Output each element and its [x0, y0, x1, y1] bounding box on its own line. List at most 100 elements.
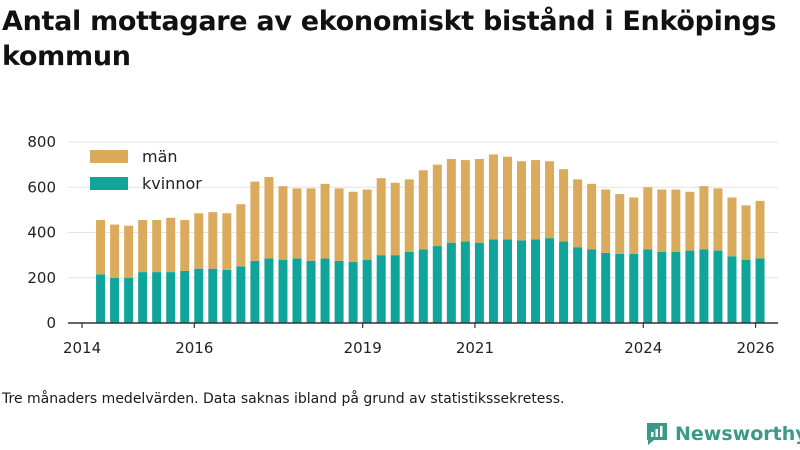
- bar-man: [96, 220, 106, 275]
- bar-man: [502, 156, 512, 240]
- bar-man: [418, 170, 428, 250]
- bar-kvinnor: [110, 277, 120, 323]
- bar-man: [236, 204, 246, 267]
- bar-man: [517, 161, 527, 241]
- bar-man: [376, 178, 386, 256]
- bar-man: [250, 181, 260, 261]
- bar-kvinnor: [404, 251, 414, 323]
- bar-kvinnor: [264, 258, 274, 323]
- bar-man: [446, 158, 456, 243]
- bar-man: [643, 187, 653, 250]
- bar-man: [124, 225, 134, 278]
- legend-label-men: män: [142, 147, 178, 166]
- bar-kvinnor: [755, 258, 765, 323]
- legend: män kvinnor: [90, 147, 202, 193]
- bar-kvinnor: [334, 260, 344, 323]
- bar-man: [629, 197, 639, 254]
- chart-title: Antal mottagare av ekonomiskt bistånd i …: [2, 6, 777, 72]
- bar-kvinnor: [208, 268, 218, 323]
- bar-kvinnor: [278, 259, 288, 323]
- bar-kvinnor: [727, 256, 737, 323]
- bar-kvinnor: [194, 268, 204, 323]
- bar-kvinnor: [657, 251, 667, 323]
- bar-kvinnor: [250, 260, 260, 323]
- bar-man: [404, 179, 414, 252]
- bar-man: [264, 177, 274, 259]
- bar-kvinnor: [587, 249, 597, 323]
- bar-man: [278, 186, 288, 260]
- bar-kvinnor: [362, 259, 372, 323]
- bar-kvinnor: [699, 249, 709, 323]
- bar-man: [615, 194, 625, 254]
- bar-kvinnor: [545, 238, 555, 323]
- legend-swatch-women: [90, 177, 128, 190]
- bar-man: [657, 189, 667, 252]
- bar-kvinnor: [741, 259, 751, 323]
- footnote: Tre månaders medelvärden. Data saknas ib…: [2, 391, 565, 407]
- bar-man: [699, 186, 709, 250]
- legend-label-women: kvinnor: [142, 174, 202, 193]
- bar-man: [713, 188, 723, 251]
- x-tick-label: 2021: [456, 339, 494, 357]
- bar-kvinnor: [601, 252, 611, 323]
- bar-man: [208, 212, 218, 269]
- bar-kvinnor: [180, 270, 190, 323]
- x-axis-ticks: 2014 2016 2019 2021 2024 2026: [63, 323, 775, 357]
- bar-kvinnor: [390, 255, 400, 323]
- bar-kvinnor: [152, 272, 162, 323]
- bar-man: [460, 160, 470, 242]
- bar-man: [432, 164, 442, 247]
- bar-man: [166, 217, 176, 273]
- x-tick-label: 2024: [624, 339, 662, 357]
- y-tick-label: 800: [27, 133, 56, 151]
- bars: [96, 154, 765, 323]
- bar-man: [601, 189, 611, 253]
- bar-man: [755, 200, 765, 259]
- bar-kvinnor: [615, 253, 625, 323]
- x-tick-label: 2019: [344, 339, 382, 357]
- bar-kvinnor: [320, 258, 330, 323]
- x-tick-label: 2014: [63, 339, 101, 357]
- x-tick-label: 2016: [175, 339, 213, 357]
- bar-kvinnor: [138, 272, 148, 323]
- bar-kvinnor: [376, 255, 386, 323]
- bar-man: [152, 220, 162, 273]
- bar-kvinnor: [643, 249, 653, 323]
- bar-kvinnor: [573, 247, 583, 323]
- stacked-bar-chart: 0 200 400 600 800 2014 2016 2019 2021 2024 2026 m…: [27, 133, 778, 357]
- bar-man: [348, 191, 358, 262]
- bar-kvinnor: [166, 272, 176, 323]
- bar-man: [306, 188, 316, 261]
- bar-man: [362, 189, 372, 260]
- bar-man: [685, 191, 695, 251]
- bar-man: [222, 213, 232, 270]
- bar-man: [110, 224, 120, 278]
- bar-man: [194, 213, 204, 269]
- bar-man: [559, 169, 569, 242]
- bar-kvinnor: [559, 241, 569, 323]
- bar-kvinnor: [460, 241, 470, 323]
- bar-kvinnor: [124, 277, 134, 323]
- x-tick-label: 2026: [736, 339, 774, 357]
- bar-kvinnor: [671, 251, 681, 323]
- bar-kvinnor: [236, 266, 246, 323]
- bar-kvinnor: [446, 242, 456, 323]
- newsworthy-logo[interactable]: Newsworthy: [645, 419, 800, 449]
- newsworthy-icon: [647, 423, 667, 445]
- bar-man: [180, 220, 190, 271]
- bar-man: [727, 197, 737, 257]
- y-axis-ticks: 0 200 400 600 800: [27, 133, 56, 332]
- bar-man: [531, 160, 541, 240]
- bar-man: [390, 182, 400, 256]
- bar-kvinnor: [531, 239, 541, 323]
- y-tick-label: 0: [46, 314, 56, 332]
- bar-kvinnor: [488, 239, 498, 323]
- y-tick-label: 600: [27, 178, 56, 196]
- bar-kvinnor: [432, 246, 442, 323]
- bar-man: [587, 183, 597, 250]
- bar-man: [334, 188, 344, 261]
- legend-swatch-men: [90, 150, 128, 163]
- bar-man: [573, 179, 583, 248]
- bar-man: [474, 158, 484, 243]
- bar-kvinnor: [222, 269, 232, 323]
